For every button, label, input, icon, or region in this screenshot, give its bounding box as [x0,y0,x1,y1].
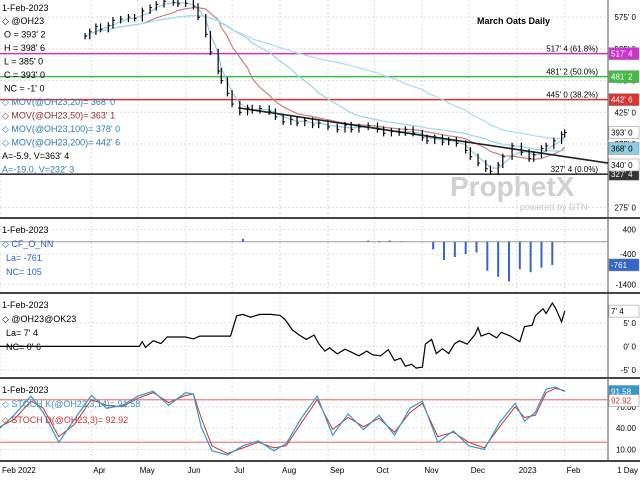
price-right-tag-text: 340' 0 [611,161,633,170]
x-tick-label: 2023 [519,466,537,475]
cot-bar [475,242,477,253]
y-tick-label: -5' 0 [621,366,637,375]
symbol-label: ◇ @OH23 [2,16,44,26]
x-tick-label: Feb 2022 [2,466,36,475]
stoch-label: ◇ STOCH D(@OH23,3)= 92.92 [2,415,128,425]
cot-bar [508,242,510,282]
panel-date: 1-Feb-2023 [2,225,49,235]
cot-right-tag-text: -761 [611,261,628,270]
spread-label: NC= 0' 6 [6,342,41,352]
cot-bar [519,242,521,269]
price-right-tag: 340' 0 [609,159,639,171]
x-tick-label: May [140,466,155,475]
stoch-right-tag: 92.92 [609,395,639,407]
spread-label: La= 7' 4 [6,328,38,338]
ohlc-value: L = 385' 0 [4,57,43,67]
moving-average-line [85,16,565,152]
fib-level-label: 481' 2 (50.0%) [546,68,598,77]
chart-title: March Oats Daily [477,16,550,26]
moving-average-line [85,8,565,160]
fib-level-tag-text: 481' 2 [611,73,633,82]
ohlc-value: NC = -1' 0 [4,84,44,94]
cot-bar [389,241,391,242]
panel-date: 1-Feb-2023 [2,385,49,395]
ohlc-value: C = 393' 0 [4,70,45,80]
moving-average-legend: ◇ MOV(@OH23,20)= 368' 0 [2,97,115,107]
y-tick-label: 0' 0 [623,342,636,351]
stats-label: A=-19.0, V=232' 3 [2,165,74,175]
cot-bar [432,242,434,250]
x-tick-label: Oct [376,466,389,475]
prophetx-tagline: powered by DTN [520,202,588,212]
cot-label: La= -761 [6,253,42,263]
y-tick-label: 575' 0 [614,13,636,22]
fib-level-tag: 442' 6 [609,94,639,106]
cot-bar [378,241,380,242]
cot-bar [242,239,244,242]
spread-right-tag: 7' 4 [609,305,639,317]
spread-label: ◇ @OH23@OK23 [2,314,76,324]
cot-bar [551,242,553,265]
moving-average-legend: ◇ MOV(@OH23,50)= 363' 1 [2,111,115,121]
x-tick-label: Sep [330,466,345,475]
price-right-tag-text: 393' 0 [611,129,633,138]
cot-bar [367,241,369,242]
spread-line [0,303,565,368]
x-tick-label: Feb [567,466,581,475]
y-tick-label: 10.00 [616,445,637,454]
ohlc-value: O = 393' 2 [4,30,46,40]
prophetx-logo: ProphetX [450,171,575,202]
y-tick-label: 400 [623,226,637,235]
panel-date: 1-Feb-2023 [2,3,49,13]
cot-bar [443,242,445,260]
x-tick-label: Nov [424,466,438,475]
spread-right-tag-text: 7' 4 [611,307,624,316]
fib-level-tag-text: 327' 4 [611,170,633,179]
moving-average-line [85,3,565,169]
price-right-tag: 368' 0 [609,142,639,154]
cot-bar [530,242,532,272]
cot-bar [486,242,488,271]
y-tick-label: 275' 0 [614,203,636,212]
stoch-right-tag-text: 92.92 [611,397,632,406]
x-tick-label: Jun [188,466,201,475]
trend-line [238,108,608,163]
fib-level-label: 517' 4 (61.8%) [546,45,598,54]
moving-average-legend: ◇ MOV(@OH23,200)= 442' 6 [2,138,120,148]
x-tick-label: Jul [234,466,244,475]
cot-bar [540,242,542,268]
y-tick-label: 425' 0 [614,108,636,117]
fib-level-tag: 517' 4 [609,48,639,60]
moving-average-legend: ◇ MOV(@OH23,100)= 378' 0 [2,124,120,134]
cot-bar [454,242,456,257]
fib-level-tag-text: 442' 6 [611,96,633,105]
panel-date: 1-Feb-2023 [2,300,49,310]
fib-level-label: 445' 0 (38.2%) [546,91,598,100]
cot-bar [497,242,499,277]
y-tick-label: 5' 0 [623,319,636,328]
fib-level-tag-text: 517' 4 [611,50,633,59]
price-right-tag: 393' 0 [609,127,639,139]
y-tick-label: 40.00 [616,424,637,433]
price-right-tag-text: 368' 0 [611,144,633,153]
y-tick-label: -400 [620,250,637,259]
y-tick-label: -1400 [616,280,637,289]
cot-label: NC= 105 [6,267,42,277]
cot-right-tag: -761 [609,259,639,271]
x-interval-label: 1 Day [617,466,638,475]
stoch-label: ◇ STOCH K(@OH23,3,14)= 91.58 [2,399,140,409]
x-tick-label: Apr [93,466,106,475]
stats-label: A=-5.9, V=363' 4 [2,151,69,161]
fib-level-tag: 481' 2 [609,71,639,83]
cot-label: ◇ CF_O_NN [2,239,53,249]
cot-bar [465,242,467,254]
x-tick-label: Dec [471,466,485,475]
ohlc-value: H = 398' 6 [4,43,45,53]
x-tick-label: Aug [282,466,296,475]
